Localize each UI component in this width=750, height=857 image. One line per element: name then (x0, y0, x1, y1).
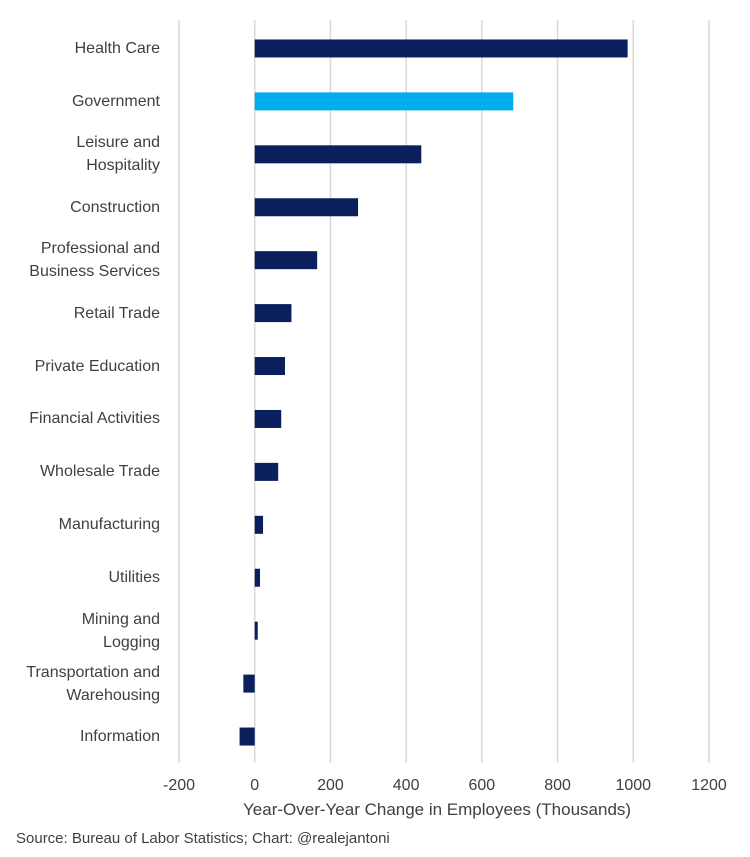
category-label: Retail Trade (73, 304, 160, 322)
x-tick-label: 600 (468, 777, 496, 794)
x-tick-label: 800 (544, 777, 571, 794)
category-label: Utilities (108, 569, 160, 587)
bar-information (239, 727, 255, 746)
x-tick-label: 1000 (615, 777, 652, 794)
category-label: Wholesale Trade (39, 463, 160, 481)
bar-retail-trade (254, 304, 292, 323)
bar-financial-activities (254, 409, 282, 428)
bar-government (254, 92, 514, 111)
category-label: Financial Activities (29, 410, 160, 428)
x-tick-label: 400 (392, 777, 420, 794)
bar-manufacturing (254, 515, 264, 534)
x-tick-label: 0 (250, 777, 260, 794)
category-label: Government (71, 92, 160, 110)
bar-health-care (254, 39, 628, 58)
bar-mining-and-logging (254, 621, 258, 640)
category-label: Health Care (74, 39, 160, 57)
category-label: Private Education (34, 357, 160, 375)
x-axis-title: Year-Over-Year Change in Employees (Thou… (243, 800, 632, 819)
bar-construction (254, 198, 359, 217)
bar-private-education (254, 357, 285, 376)
bar-transportation-and-warehousing (243, 674, 255, 693)
x-tick-label: -200 (162, 777, 196, 794)
category-label: Professional and Business Services (29, 240, 160, 281)
category-label: Information (79, 728, 160, 746)
source-note: Source: Bureau of Labor Statistics; Char… (16, 830, 390, 847)
bar-leisure-and-hospitality (254, 145, 422, 164)
category-label: Transportation and Warehousing (26, 663, 160, 704)
bar-professional-and-business-services (254, 251, 318, 270)
category-label: Construction (70, 198, 160, 216)
bar-wholesale-trade (254, 462, 279, 481)
x-tick-label: 1200 (691, 777, 727, 794)
x-tick-label: 200 (317, 777, 344, 794)
category-label: Mining and Logging (81, 610, 160, 651)
category-label: Manufacturing (58, 516, 160, 534)
bar-utilities (254, 568, 261, 587)
category-label: Leisure and Hospitality (76, 134, 160, 175)
